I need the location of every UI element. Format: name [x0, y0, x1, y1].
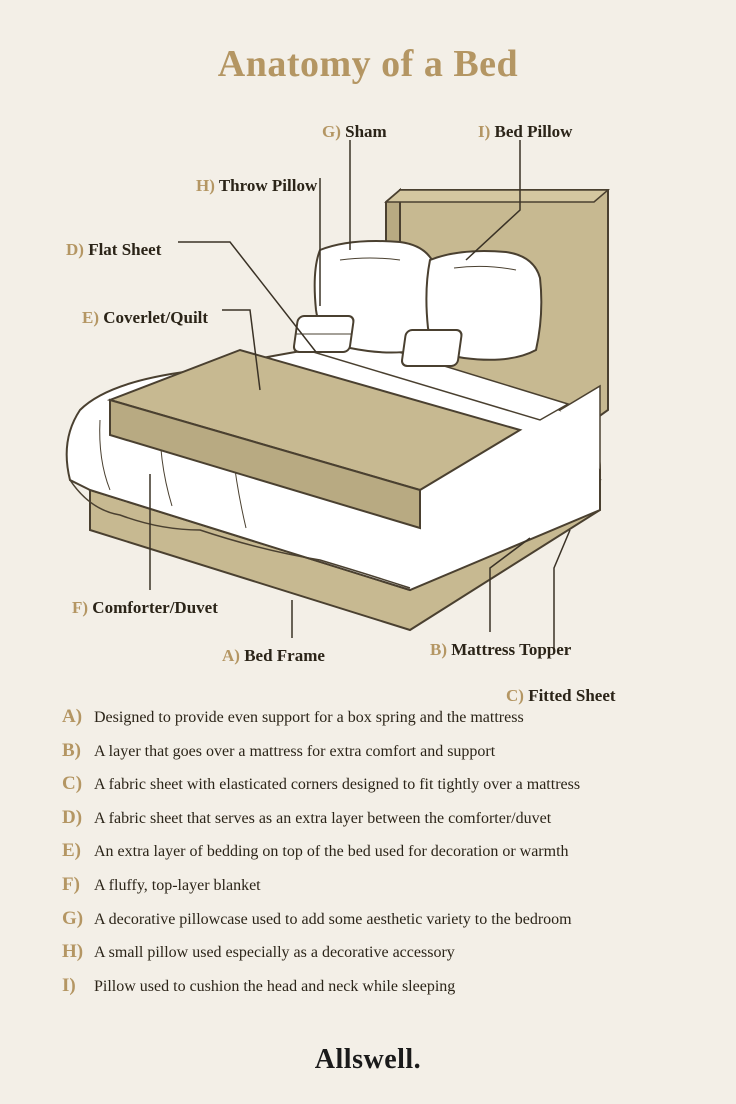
label-I: I) Bed Pillow: [478, 122, 572, 142]
label-H: H) Throw Pillow: [196, 176, 317, 196]
label-A: A) Bed Frame: [222, 646, 325, 666]
label-letter: F): [72, 598, 92, 617]
definition-row: E)An extra layer of bedding on top of th…: [62, 840, 674, 863]
label-letter: C): [506, 686, 528, 705]
definition-letter: D): [62, 807, 94, 829]
definition-row: C)A fabric sheet with elasticated corner…: [62, 773, 674, 796]
label-letter: B): [430, 640, 451, 659]
definition-text: Pillow used to cushion the head and neck…: [94, 976, 455, 998]
definition-letter: F): [62, 874, 94, 896]
definition-text: A layer that goes over a mattress for ex…: [94, 741, 495, 763]
definition-row: H) A small pillow used especially as a d…: [62, 941, 674, 964]
definition-text: A small pillow used especially as a deco…: [94, 942, 455, 964]
definition-text: An extra layer of bedding on top of the …: [94, 841, 569, 863]
label-text: Bed Frame: [244, 646, 325, 665]
leader-line: [554, 530, 570, 650]
definition-row: G)A decorative pillowcase used to add so…: [62, 908, 674, 931]
definition-text: A fabric sheet with elasticated corners …: [94, 774, 580, 796]
definition-letter: G): [62, 908, 94, 930]
label-text: Coverlet/Quilt: [103, 308, 208, 327]
page-title: Anatomy of a Bed: [0, 0, 736, 86]
label-C: C) Fitted Sheet: [506, 686, 616, 706]
label-D: D) Flat Sheet: [66, 240, 161, 260]
definition-text: A decorative pillowcase used to add some…: [94, 909, 572, 931]
label-B: B) Mattress Topper: [430, 640, 571, 660]
label-text: Mattress Topper: [451, 640, 571, 659]
label-text: Comforter/Duvet: [92, 598, 218, 617]
definition-letter: C): [62, 773, 94, 795]
definitions-list: A)Designed to provide even support for a…: [62, 706, 674, 1008]
definition-text: Designed to provide even support for a b…: [94, 707, 524, 729]
label-text: Bed Pillow: [495, 122, 573, 141]
label-F: F) Comforter/Duvet: [72, 598, 218, 618]
definition-text: A fabric sheet that serves as an extra l…: [94, 808, 551, 830]
definition-letter: I): [62, 975, 94, 997]
label-text: Throw Pillow: [219, 176, 317, 195]
definition-letter: H): [62, 941, 94, 963]
label-E: E) Coverlet/Quilt: [82, 308, 208, 328]
label-letter: D): [66, 240, 88, 259]
label-text: Fitted Sheet: [528, 686, 615, 705]
definition-letter: A): [62, 706, 94, 728]
definition-row: F)A fluffy, top-layer blanket: [62, 874, 674, 897]
label-text: Sham: [345, 122, 387, 141]
label-G: G) Sham: [322, 122, 387, 142]
definition-row: D)A fabric sheet that serves as an extra…: [62, 807, 674, 830]
label-letter: E): [82, 308, 103, 327]
label-text: Flat Sheet: [88, 240, 161, 259]
definition-letter: E): [62, 840, 94, 862]
bed-illustration: [0, 90, 736, 650]
label-letter: H): [196, 176, 219, 195]
definition-letter: B): [62, 740, 94, 762]
label-letter: A): [222, 646, 244, 665]
definition-row: B)A layer that goes over a mattress for …: [62, 740, 674, 763]
definition-text: A fluffy, top-layer blanket: [94, 875, 261, 897]
definition-row: I)Pillow used to cushion the head and ne…: [62, 975, 674, 998]
label-letter: I): [478, 122, 495, 141]
definition-row: A)Designed to provide even support for a…: [62, 706, 674, 729]
bed-diagram: A) Bed FrameB) Mattress TopperC) Fitted …: [0, 90, 736, 650]
brand-logo: Allswell.: [0, 1044, 736, 1076]
label-letter: G): [322, 122, 345, 141]
